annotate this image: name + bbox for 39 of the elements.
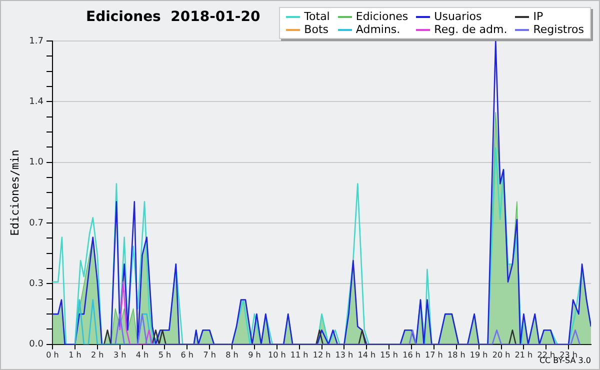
legend-label: Bots xyxy=(303,23,330,36)
y-tick-label: 1.7 xyxy=(29,36,44,46)
x-tick-label: 8 h xyxy=(226,350,238,360)
x-tick-label: 13 h xyxy=(335,350,354,360)
x-tick-label: 21 h xyxy=(514,350,533,360)
x-tick-label: 20 h xyxy=(492,350,510,360)
y-tick-label: 0.7 xyxy=(29,218,44,228)
x-tick-label: 9 h xyxy=(248,350,261,360)
y-axis-title: Ediciones/min xyxy=(8,150,22,236)
legend-label: Ediciones xyxy=(354,10,408,23)
x-tick-label: 6 h xyxy=(180,350,194,360)
legend-label: IP xyxy=(532,10,544,23)
x-tick-label: 11 h xyxy=(290,350,308,360)
x-tick-label: 2 h xyxy=(91,350,104,360)
x-tick-label: 14 h xyxy=(358,350,376,360)
y-tick-label: 1.0 xyxy=(29,158,44,168)
legend-label: Admins. xyxy=(354,23,402,36)
legend-label: Reg. de adm. xyxy=(433,23,508,36)
x-tick-label: 7 h xyxy=(203,350,216,360)
legend-label: Total xyxy=(303,10,330,23)
x-tick-label: 1 h xyxy=(68,350,82,360)
y-tick-label: 0.0 xyxy=(29,340,44,350)
x-tick-label: 15 h xyxy=(380,350,398,360)
x-tick-label: 17 h xyxy=(425,350,443,360)
legend-label: Usuarios xyxy=(433,10,483,23)
x-tick-label: 0 h xyxy=(46,350,59,360)
y-tick-label: 1.4 xyxy=(29,97,44,108)
x-tick-label: 16 h xyxy=(402,350,420,360)
y-tick-label: 0.3 xyxy=(29,279,44,290)
x-tick-label: 18 h xyxy=(447,350,466,360)
x-tick-label: 10 h xyxy=(268,350,286,360)
x-tick-label: 12 h xyxy=(312,350,331,360)
x-tick-label: 5 h xyxy=(158,350,172,360)
legend-label: Registros xyxy=(532,23,584,36)
x-tick-label: 3 h xyxy=(113,350,126,360)
text: CC BY-SA 3.0 xyxy=(539,356,591,365)
x-tick-label: 4 h xyxy=(136,350,149,360)
chart-title: Ediciones 2018-01-20 xyxy=(86,9,260,25)
x-tick-label: 19 h xyxy=(470,350,488,360)
